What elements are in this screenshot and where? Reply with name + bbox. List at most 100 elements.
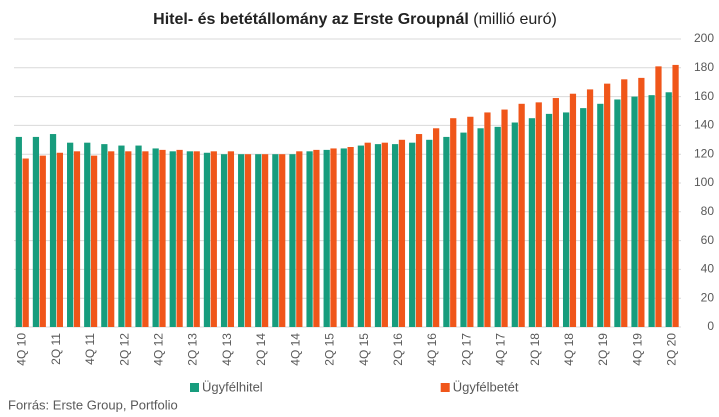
x-tick-label: 2Q 16 [391, 333, 405, 366]
bar [450, 118, 457, 327]
x-tick-label: 2Q 20 [665, 333, 679, 366]
bar [108, 151, 115, 327]
bar [443, 136, 450, 327]
bar [460, 132, 467, 327]
bar [580, 108, 587, 328]
x-tick-label: 4Q 18 [562, 333, 576, 366]
bar [227, 151, 235, 327]
bar [535, 102, 542, 327]
bar [323, 149, 330, 327]
y-tick-label: 0 [707, 319, 714, 333]
y-tick-label: 20 [701, 290, 715, 304]
bar [347, 147, 354, 327]
bar [186, 151, 193, 327]
x-tick-label: 2Q 17 [459, 333, 473, 366]
bar [604, 83, 611, 327]
x-tick-label: 4Q 10 [15, 333, 29, 366]
y-tick-label: 160 [694, 89, 714, 103]
bar [118, 145, 125, 327]
bar [152, 148, 159, 327]
legend-swatch [190, 383, 199, 392]
bar [193, 151, 200, 327]
bar [374, 144, 382, 327]
bar [244, 154, 252, 327]
x-tick-label: 2Q 11 [49, 333, 63, 365]
bar [39, 155, 46, 327]
y-tick-label: 140 [694, 118, 714, 132]
legend-label: Ügyfélbetét [453, 379, 519, 394]
bar [238, 154, 245, 327]
bar [67, 142, 74, 327]
source: Forrás: Erste Group, Portfolio [8, 397, 178, 412]
bar [665, 92, 672, 327]
bar [101, 144, 108, 327]
bar [220, 154, 228, 327]
bar [415, 134, 423, 327]
x-tick-label: 2Q 14 [254, 333, 268, 366]
bar [15, 136, 22, 327]
bar [49, 134, 57, 327]
bar [125, 151, 132, 327]
bar [289, 154, 296, 327]
x-tick-label: 4Q 19 [630, 333, 644, 366]
bar [569, 93, 577, 327]
bar [433, 128, 440, 327]
bar [357, 145, 365, 327]
bar [528, 118, 536, 327]
bar [340, 148, 347, 327]
bar [655, 66, 662, 328]
bar [330, 148, 337, 327]
bar [169, 151, 176, 327]
chart-title: Hitel- és betétállomány az Erste Groupná… [153, 11, 557, 28]
bar [621, 79, 628, 327]
bar [398, 139, 406, 327]
bar [426, 139, 433, 327]
x-tick-label: 2Q 18 [528, 333, 542, 366]
bar [296, 151, 303, 327]
y-tick-label: 180 [694, 60, 714, 74]
bar [203, 152, 211, 327]
y-tick-label: 40 [701, 262, 715, 276]
bar [614, 99, 621, 327]
bar [255, 154, 262, 327]
y-tick-label: 200 [694, 31, 714, 45]
bar [22, 158, 29, 327]
bar [32, 136, 40, 327]
y-tick-label: 120 [694, 146, 714, 160]
bar [90, 155, 98, 327]
x-tick-label: 4Q 14 [288, 333, 302, 366]
bar [279, 154, 286, 327]
bar [511, 122, 518, 328]
bar [648, 95, 655, 327]
bar [73, 151, 81, 327]
y-tick-label: 60 [701, 233, 715, 247]
bar [597, 103, 604, 327]
bar [467, 116, 474, 327]
bar [306, 151, 313, 327]
title-unit: (millió euró) [473, 11, 557, 28]
bar [56, 152, 63, 327]
x-tick-label: 2Q 15 [323, 333, 337, 366]
bar [501, 109, 508, 327]
bar [210, 151, 217, 327]
bar [261, 154, 269, 327]
bar [391, 144, 399, 327]
bar [638, 77, 645, 327]
bar [176, 149, 183, 327]
bar [552, 98, 559, 327]
bar [84, 142, 91, 327]
bar [631, 96, 638, 327]
y-tick-label: 80 [701, 204, 715, 218]
legend-label: Ügyfélhitel [202, 379, 263, 394]
bar [364, 142, 371, 327]
x-tick-label: 4Q 17 [494, 333, 508, 366]
x-tick-label: 4Q 13 [220, 333, 234, 366]
bar [135, 145, 142, 327]
bar [586, 89, 594, 328]
x-tick-label: 4Q 15 [357, 333, 371, 366]
bar [272, 154, 279, 327]
bar [409, 142, 416, 327]
bar [313, 149, 320, 327]
legend-swatch [440, 383, 450, 392]
